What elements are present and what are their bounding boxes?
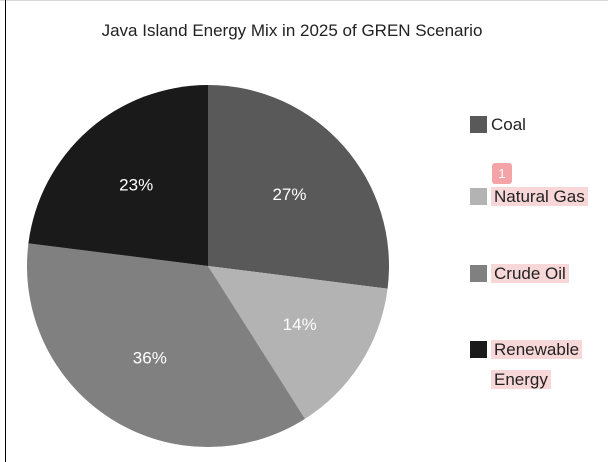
legend-label-renewable-energy: Renewable bbox=[491, 335, 583, 365]
legend-label-natural-gas: Natural Gas bbox=[491, 182, 588, 212]
pie-label-coal: 27% bbox=[272, 185, 306, 204]
frame-top-border bbox=[0, 0, 608, 1]
frame-left-border bbox=[5, 0, 6, 462]
legend-label-crude-oil: Crude Oil bbox=[491, 259, 569, 289]
legend-swatch-renewable-energy bbox=[470, 341, 487, 358]
legend-swatch-crude-oil bbox=[470, 265, 487, 282]
pie-slice-renewable-energy bbox=[28, 85, 208, 266]
pie-slice-natural-gas bbox=[208, 266, 388, 419]
pie-slice-coal bbox=[208, 85, 389, 289]
legend-label-coal: Coal bbox=[491, 115, 526, 134]
chart-title: Java Island Energy Mix in 2025 of GREN S… bbox=[101, 21, 483, 40]
annotation-badge: 1 bbox=[492, 163, 512, 184]
legend-swatch-coal bbox=[470, 116, 487, 133]
legend-swatch-natural-gas bbox=[470, 188, 487, 205]
pie-labels: 27% 14% 36% 23% bbox=[119, 176, 317, 368]
pie-label-renewable-energy: 23% bbox=[119, 176, 153, 195]
pie-label-crude-oil: 36% bbox=[133, 349, 167, 368]
pie-slice-crude-oil bbox=[26, 243, 305, 448]
pie-label-natural-gas: 14% bbox=[283, 315, 317, 334]
pie-slices bbox=[26, 85, 389, 448]
legend-label-renewable-energy-line2: Energy bbox=[491, 365, 551, 395]
